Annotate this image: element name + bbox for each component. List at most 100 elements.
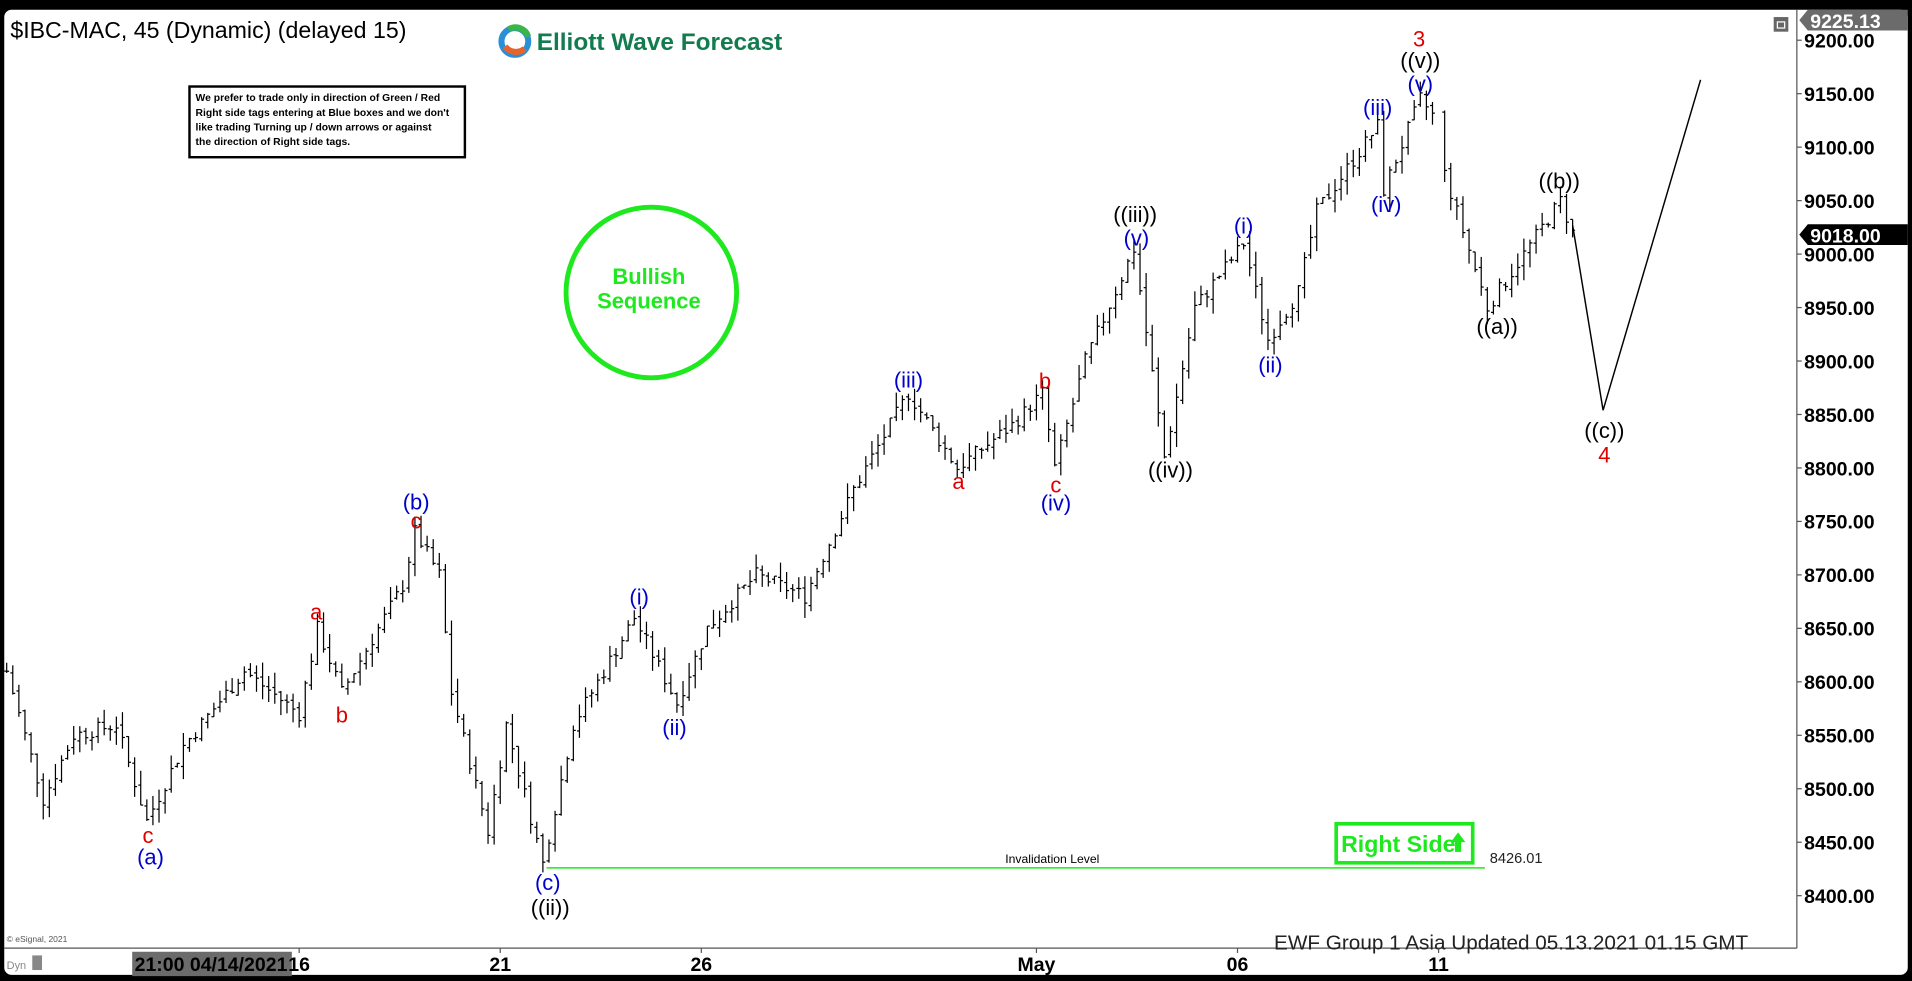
ohlc-bar [22,709,28,741]
ohlc-bar [59,755,64,783]
wave-label: ((ii)) [531,895,570,920]
ohlc-bar [1168,426,1173,458]
ohlc-bar [491,784,497,845]
ohlc-bar [747,570,753,596]
ohlc-bar [28,732,34,763]
ohlc-bar [1094,314,1100,346]
ohlc-bar [400,580,406,603]
ohlc-bar [479,781,485,817]
ohlc-bar [1161,410,1167,459]
ohlc-bar [83,727,89,745]
ohlc-bar [1198,285,1204,306]
ohlc-bar [138,770,144,806]
ohlc-bar [1113,286,1119,319]
ohlc-bar [339,663,345,688]
logo: Elliott Wave Forecast [498,24,782,58]
ohlc-bar [601,669,607,685]
ohlc-bar [1107,307,1112,334]
ohlc-bar [266,676,272,702]
y-tick-label: 8600.00 [1804,672,1875,694]
ohlc-bar [65,745,71,760]
ohlc-bar [461,713,467,737]
lock-icon[interactable] [32,955,43,971]
ohlc-bar [534,821,540,843]
last-price-tag: 9018.00 [1799,224,1908,248]
ohlc-bar [692,650,698,689]
x-tick-label: 06 [1227,954,1249,976]
ohlc-bar [1369,134,1374,149]
ohlc-bar [1551,201,1557,230]
ohlc-bar [497,760,503,805]
wave-label: 3 [1413,26,1425,51]
ohlc-bar [1344,152,1350,195]
ohlc-bar [1539,212,1545,237]
wave-label: (ii) [662,715,686,740]
wave-label: b [336,702,348,727]
ohlc-bar [1119,277,1125,301]
ohlc-bar [34,753,40,797]
ohlc-bar [577,704,582,738]
ohlc-bar [899,395,905,421]
ohlc-bar [802,576,808,618]
ohlc-bar [375,623,381,653]
ohlc-bar [235,678,241,696]
x-tick-label: 21 [489,954,511,976]
ohlc-bar [321,612,326,653]
ohlc-bar [540,833,546,873]
ohlc-bar [851,485,857,512]
ohlc-bar [644,621,649,650]
chart-background [4,9,1908,975]
ohlc-bar [101,709,107,736]
ohlc-bar [1143,273,1149,347]
ohlc-bar [979,447,985,459]
note-line: We prefer to trade only in direction of … [196,93,441,104]
y-tick-label: 9050.00 [1804,191,1875,213]
ohlc-bar [199,717,205,742]
ohlc-bar [333,661,339,677]
wave-label: ((iii)) [1113,202,1157,227]
ohlc-bar [869,441,875,470]
ohlc-bar [912,388,918,421]
symbol-title: $IBC-MAC, 45 (Dynamic) (delayed 15) [10,17,406,43]
ohlc-bar [1027,404,1033,421]
updated-timestamp: EWF Group 1 Asia Updated 05.13.2021 01.1… [1274,931,1748,954]
ohlc-bar [302,680,308,728]
restore-window-icon[interactable] [1773,17,1789,32]
wave-label: (iv) [1041,491,1071,516]
ohlc-bar [156,789,162,823]
ohlc-bar [765,572,771,587]
ohlc-bar [808,576,814,612]
ohlc-bar [187,737,192,752]
ohlc-bar [229,678,235,694]
ohlc-bar [412,516,418,577]
ohlc-bar [52,763,58,796]
arrow-up-icon [1450,832,1466,852]
wave-label: (i) [1234,214,1253,239]
ohlc-bar [631,610,637,626]
ohlc-bar [1490,300,1496,315]
y-tick-label: 8500.00 [1804,779,1875,801]
ohlc-bar [357,652,363,686]
ohlc-bar [1015,415,1021,435]
ohlc-bar [832,533,838,549]
ohlc-bar [1332,179,1338,213]
wave-label: ((a)) [1476,314,1517,339]
ohlc-bar [1302,252,1307,299]
x-tick-label: 16 [288,954,310,976]
ohlc-bar [193,732,199,743]
ohlc-bar [948,447,954,464]
wave-label: a [310,600,323,625]
ohlc-bar [583,687,588,722]
ohlc-bar [168,755,174,793]
wave-label: (ii) [1258,353,1282,378]
ohlc-bar [449,620,454,706]
ohlc-bar [680,681,686,717]
ohlc-bar [1216,275,1222,280]
ohlc-bar [442,564,448,634]
ohlc-bar [698,648,704,671]
ohlc-bar [1478,256,1484,296]
ohlc-bar [1052,422,1058,467]
ohlc-bar [729,600,735,623]
y-tick-label: 8550.00 [1804,726,1875,748]
